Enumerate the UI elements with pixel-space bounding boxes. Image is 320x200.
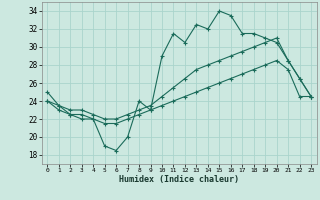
X-axis label: Humidex (Indice chaleur): Humidex (Indice chaleur) bbox=[119, 175, 239, 184]
